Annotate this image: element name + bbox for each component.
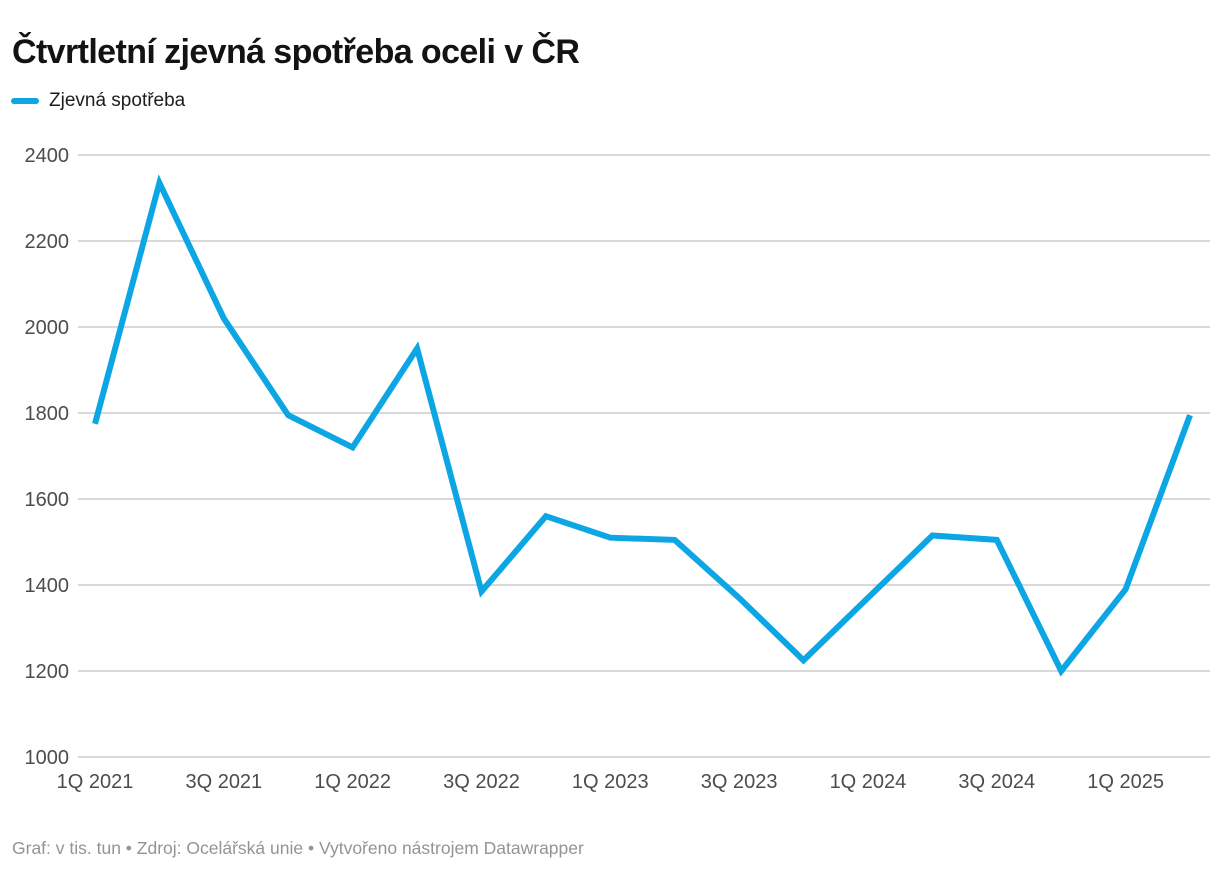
y-tick-label: 2400 bbox=[25, 145, 70, 167]
legend-line-swatch-icon bbox=[11, 98, 39, 104]
y-tick-label: 1800 bbox=[25, 403, 70, 425]
x-tick-label: 1Q 2021 bbox=[57, 771, 134, 793]
x-tick-label: 1Q 2024 bbox=[830, 771, 907, 793]
chart-footer-attribution: Graf: v tis. tun • Zdroj: Ocelářská unie… bbox=[12, 838, 584, 858]
consumption-line bbox=[92, 174, 1193, 677]
x-tick-label: 1Q 2023 bbox=[572, 771, 649, 793]
y-tick-label: 2000 bbox=[25, 317, 70, 339]
legend: Zjevná spotřeba bbox=[11, 90, 185, 112]
x-tick-label: 1Q 2022 bbox=[314, 771, 391, 793]
x-tick-label: 3Q 2022 bbox=[443, 771, 520, 793]
y-tick-label: 1200 bbox=[25, 661, 70, 683]
y-tick-label: 1000 bbox=[25, 747, 70, 769]
y-tick-label: 1600 bbox=[25, 489, 70, 511]
x-tick-label: 3Q 2024 bbox=[958, 771, 1035, 793]
x-tick-label: 3Q 2021 bbox=[185, 771, 262, 793]
y-tick-label: 2200 bbox=[25, 231, 70, 253]
y-tick-label: 1400 bbox=[25, 575, 70, 597]
chart-title: Čtvrtletní zjevná spotřeba oceli v ČR bbox=[12, 32, 580, 71]
x-tick-label: 3Q 2023 bbox=[701, 771, 778, 793]
legend-series-label: Zjevná spotřeba bbox=[49, 90, 186, 111]
x-tick-label: 1Q 2025 bbox=[1087, 771, 1164, 793]
